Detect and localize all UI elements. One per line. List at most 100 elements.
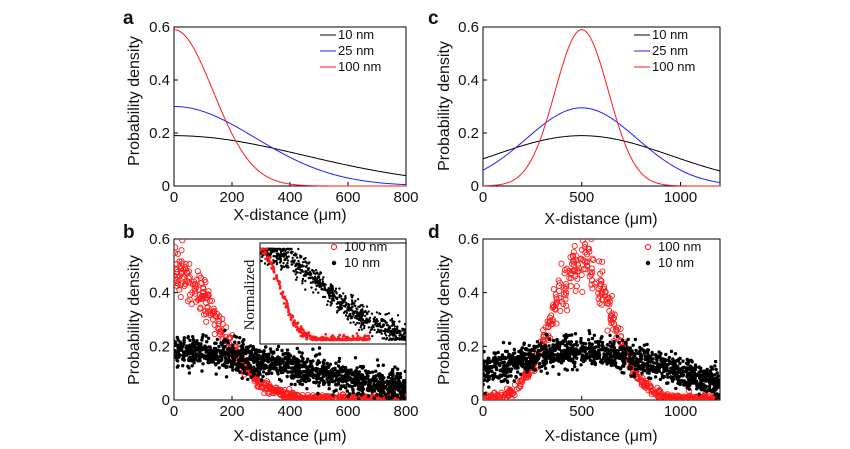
panel-b-inset-point-10nm [302,265,305,268]
panel-b-point-100nm [185,268,192,275]
panel-d-point-10nm [487,377,491,381]
panel-b-inset-point-10nm [292,269,295,273]
panel-b-inset-point-10nm [304,260,307,263]
panel-d-point-100nm [648,387,655,394]
panel-b-inset-point-10nm [296,267,299,270]
panel-a-xlabel: X-distance (μm) [233,207,346,224]
panel-d-point-100nm [587,269,594,276]
panel-b-point-10nm [261,374,265,379]
panel-d-point-10nm [645,351,650,355]
panel-b-point-10nm [389,372,393,376]
panel-b-inset-point-10nm [283,258,286,262]
panel-a-ytick-label: 0.2 [149,125,170,142]
panel-d-point-10nm [492,365,497,369]
panel-b-inset-point-10nm [308,261,311,264]
panel-b-point-10nm [347,392,352,396]
panel-b-point-10nm [317,384,321,388]
panel-a-series-100nm-line [173,29,406,187]
panel-b-point-100nm [203,318,210,325]
panel-b-inset-point-10nm [344,295,347,298]
panel-d-point-10nm [666,375,670,379]
panel-d-point-100nm [569,252,576,259]
panel-b-inset-point-10nm [310,286,313,289]
panel-b-inset-point-10nm [385,337,389,340]
panel-b-inset-point-10nm [314,288,317,291]
panel-b-point-10nm [191,335,195,339]
panel-d-point-100nm [654,389,661,397]
panel-b-inset-point-10nm [383,320,386,323]
panel-b-inset-point-10nm [354,299,357,303]
panel-d-point-10nm [693,371,697,376]
panel-b-inset-point-10nm [261,255,264,259]
panel-d-point-100nm [511,392,518,399]
panel-b-inset-point-10nm [402,333,405,336]
panel-b-point-10nm [239,357,243,362]
panel-d-point-10nm [702,370,707,374]
panel-d-point-100nm [670,394,677,400]
panel-b-inset-point-100nm [341,334,345,338]
panel-b-inset-point-10nm [349,306,352,310]
panel-b-inset-point-10nm [297,259,300,263]
panel-b-inset-point-10nm [375,318,378,321]
panel-b-inset-point-10nm [357,328,361,332]
panel-b-point-10nm [389,383,393,387]
panel-b-legend-marker [330,243,338,251]
panel-b-inset-point-10nm [318,281,321,284]
panel-d-point-10nm [608,355,612,359]
panel-b-inset-point-10nm [314,272,317,275]
panel-d-point-10nm [716,393,720,397]
panel-b-point-100nm [196,296,203,303]
panel-b-point-100nm [191,281,198,288]
panel-d-ytick-label: 0 [471,392,479,409]
panel-b-inset-point-10nm [394,329,397,333]
panel-b-point-10nm [226,341,230,345]
panel-b-inset-point-100nm [268,259,271,262]
panel-b-point-10nm [187,371,192,375]
panel-d-point-10nm [690,377,694,382]
panel-b-inset-point-10nm [301,282,304,285]
panel-b-inset-point-10nm [330,302,333,305]
panel-d-point-10nm [580,358,584,362]
panel-b-inset-point-10nm [286,259,290,262]
panel-b-point-10nm [374,386,379,390]
panel-d-point-10nm [690,368,694,372]
panel-b-inset-point-10nm [285,247,288,251]
panel-b-point-10nm [205,340,209,344]
panel-b-inset-point-10nm [363,324,366,328]
panel-d-point-10nm [672,368,677,372]
panel-b-inset-point-10nm [275,252,279,255]
panel-d-point-10nm [587,338,591,342]
panel-d-point-100nm [499,394,506,400]
panel-d-point-10nm [693,376,697,380]
panel-d-point-10nm [483,362,486,366]
panel-d-point-10nm [545,350,549,354]
panel-d-point-100nm [562,289,570,296]
panel-d-point-10nm [483,365,488,369]
panel-b-point-10nm [278,361,283,365]
panel-d-point-10nm [496,350,500,355]
panel-b-inset-point-100nm [280,292,284,296]
panel-b-inset-point-10nm [285,257,288,260]
panel-d-point-10nm [657,350,661,354]
panel-d-point-100nm [588,265,595,272]
panel-b-inset-point-10nm [279,264,283,267]
panel-d-point-10nm [571,357,575,361]
panel-b-point-10nm [316,391,320,396]
panel-d-point-10nm [680,366,685,370]
panel-d-point-10nm [697,385,702,390]
panel-b-inset-point-10nm [401,338,404,341]
panel-b-point-10nm [216,348,221,352]
panel-b-inset-point-10nm [296,271,299,274]
panel-b-point-100nm [347,395,354,400]
panel-b-inset-point-100nm [263,253,267,256]
panel-b-inset-point-10nm [275,261,279,265]
panel-b-point-10nm [224,375,229,379]
panel-b-point-10nm [398,375,403,380]
panel-b-inset-point-10nm [359,326,362,329]
panel-b-legend-marker [331,260,337,266]
panel-b-inset-point-10nm [376,330,379,333]
panel-d-point-100nm [608,320,615,327]
panel-b-point-10nm [351,387,355,391]
panel-d-point-10nm [697,392,701,396]
